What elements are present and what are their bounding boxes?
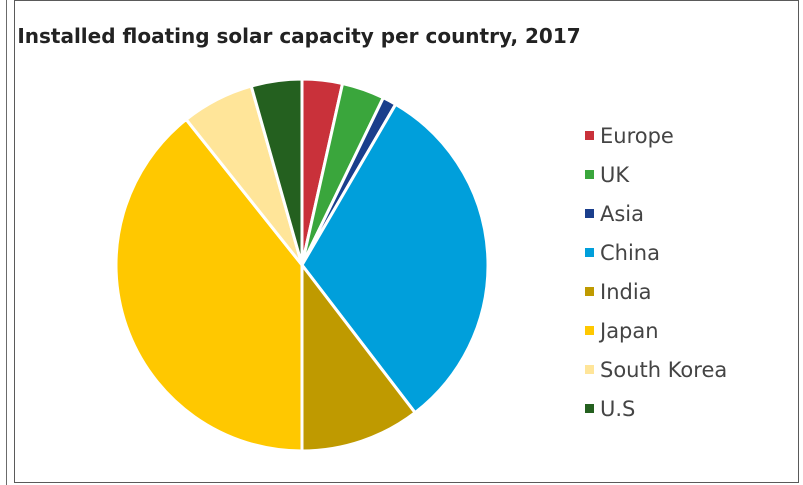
left-window-edge bbox=[0, 0, 7, 485]
legend-item-india: India bbox=[585, 272, 727, 311]
legend-item-south-korea: South Korea bbox=[585, 350, 727, 389]
legend-label: South Korea bbox=[600, 357, 728, 382]
legend-swatch bbox=[585, 365, 594, 374]
pie-slice-india bbox=[300, 263, 417, 453]
pie-slice-china bbox=[300, 102, 490, 415]
chart-title: Installed floating solar capacity per co… bbox=[17, 24, 581, 48]
pie-slice-japan bbox=[114, 117, 304, 453]
legend-item-uk: UK bbox=[585, 155, 727, 194]
legend-swatch bbox=[585, 326, 594, 335]
legend-swatch bbox=[585, 209, 594, 218]
legend-swatch bbox=[585, 170, 594, 179]
legend-swatch bbox=[585, 404, 594, 413]
legend-label: UK bbox=[600, 162, 630, 187]
legend-swatch bbox=[585, 131, 594, 140]
legend-label: China bbox=[600, 240, 660, 265]
legend-swatch bbox=[585, 287, 594, 296]
legend-item-europe: Europe bbox=[585, 116, 727, 155]
chart-legend: Europe UK Asia China India Japan South Korea U.… bbox=[585, 116, 727, 428]
legend-item-u-s: U.S bbox=[585, 389, 727, 428]
legend-label: India bbox=[600, 279, 652, 304]
legend-label: Asia bbox=[600, 201, 645, 226]
legend-item-japan: Japan bbox=[585, 311, 727, 350]
legend-item-asia: Asia bbox=[585, 194, 727, 233]
left-window-strip bbox=[0, 0, 14, 485]
pie-slice-u-s bbox=[249, 77, 304, 267]
legend-label: Europe bbox=[600, 123, 674, 148]
legend-label: Japan bbox=[600, 318, 659, 343]
legend-item-china: China bbox=[585, 233, 727, 272]
legend-swatch bbox=[585, 248, 594, 257]
legend-label: U.S bbox=[600, 396, 636, 421]
